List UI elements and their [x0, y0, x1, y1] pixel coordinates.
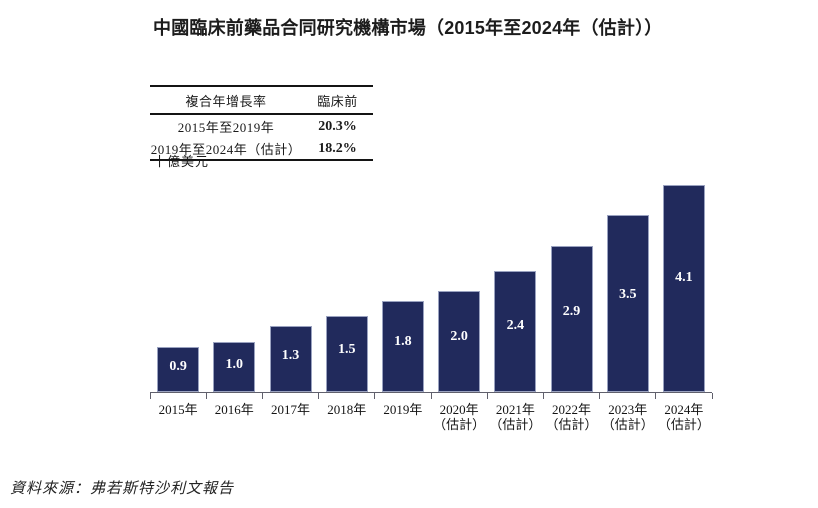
x-tick-label-line: （估計） [433, 417, 486, 432]
axis-tick [655, 393, 657, 399]
bar-value-label: 4.1 [675, 270, 693, 286]
x-tick-label: 2016年 [206, 402, 262, 432]
bar-value-label: 2.0 [450, 328, 468, 344]
x-tick-label: 2024年 （估計） [656, 402, 712, 432]
bar-slot: 0.9 [150, 347, 206, 392]
bar-value-label: 3.5 [618, 286, 637, 302]
bar-slot: 2.4 [487, 271, 543, 392]
x-tick-label: 2015年 [150, 402, 206, 432]
bar-value-label: 1.3 [281, 347, 300, 363]
x-tick-label-line: 2023年 [608, 402, 648, 417]
x-tick-label: 2020年 （估計） [431, 402, 487, 432]
cagr-value: 20.3% [318, 118, 357, 134]
cagr-table-header-metric: 複合年增長率 [185, 94, 267, 109]
bar-slot: 1.8 [375, 301, 431, 392]
bar-value-label: 1.5 [337, 342, 356, 358]
cagr-table-row: 2015年至2019年 20.3% [150, 115, 373, 137]
axis-tick [374, 393, 376, 399]
bar-slot: 1.3 [262, 326, 318, 392]
bar-value-label: 2.4 [506, 317, 525, 333]
cagr-table: 複合年增長率 臨床前 2015年至2019年 20.3% 2019年至2024年… [150, 85, 373, 161]
axis-tick [261, 393, 263, 399]
bar-value-label: 2.9 [562, 303, 581, 319]
bar-2016年: 1.0 [213, 342, 256, 392]
bar-2023年: 3.5 [606, 215, 649, 392]
bar-2019年: 1.8 [381, 301, 424, 392]
cagr-table-header-row: 複合年增長率 臨床前 [150, 87, 373, 115]
x-tick-label-line: 2017年 [271, 402, 311, 417]
x-tick-label: 2022年 （估計） [543, 402, 599, 432]
x-tick-label-line: 2024年 [664, 402, 704, 417]
x-tick-label-line: 2018年 [327, 402, 367, 417]
x-tick-label-line: 2015年 [158, 402, 198, 417]
axis-tick [486, 393, 488, 399]
cagr-value: 18.2% [318, 140, 357, 156]
bar-slot: 2.9 [543, 246, 599, 392]
y-axis-unit-label: 十億美元 [153, 154, 210, 169]
bar-2015年: 0.9 [157, 347, 200, 392]
chart-title: 中國臨床前藥品合同研究機構市場（2015年至2024年（估計）） [153, 18, 663, 38]
cagr-table-row: 2019年至2024年（估計） 18.2% [150, 137, 373, 159]
bar-slot: 1.5 [319, 316, 375, 392]
x-tick-label-line: （估計） [545, 417, 598, 432]
bar-2018年: 1.5 [325, 316, 368, 392]
x-tick-label: 2021年 （估計） [487, 402, 543, 432]
bar-value-label: 0.9 [169, 359, 187, 375]
cagr-table-header-segment: 臨床前 [317, 94, 358, 109]
x-tick-label: 2018年 [319, 402, 375, 432]
bar-2021年: 2.4 [494, 271, 537, 392]
x-tick-label: 2017年 [262, 402, 318, 432]
bar-2020年: 2.0 [438, 291, 481, 392]
axis-tick [711, 393, 713, 399]
cagr-period: 2015年至2019年 [177, 120, 275, 135]
x-tick-label-line: 2021年 [495, 402, 535, 417]
axis-tick [318, 393, 320, 399]
bar-slot: 1.0 [206, 342, 262, 392]
x-tick-label-line: （估計） [489, 417, 542, 432]
cagr-period: 2019年至2024年（估計） [150, 142, 302, 157]
x-tick-label: 2019年 [375, 402, 431, 432]
axis-tick [430, 393, 432, 399]
axis-ticks [149, 393, 713, 399]
axis-tick [599, 393, 601, 399]
bar-value-label: 1.8 [394, 334, 412, 350]
x-tick-label-line: （估計） [601, 417, 654, 432]
x-tick-label-line: 2022年 [552, 402, 592, 417]
x-tick-label: 2023年 （估計） [600, 402, 656, 432]
axis-tick [542, 393, 544, 399]
x-tick-label-line: 2020年 [439, 402, 479, 417]
axis-tick [205, 393, 207, 399]
axis-tick [149, 393, 151, 399]
bar-slot: 3.5 [600, 215, 656, 392]
x-labels-row: 2015年 2016年 2017年 2018年 2019年 2020年 （估計） 2021年（… [150, 402, 712, 432]
bar-2022年: 2.9 [550, 246, 593, 392]
bar-chart: 0.9 1.0 1.3 1.5 1.8 2.0 2.4 2.9 3.5 4.1 2015年 2016… [149, 180, 713, 432]
bar-2024年: 4.1 [662, 185, 705, 392]
bar-slot: 4.1 [656, 185, 712, 392]
x-tick-label-line: （估計） [657, 417, 710, 432]
x-tick-label-line: 2016年 [214, 402, 254, 417]
source-note: 資料來源：弗若斯特沙利文報告 [10, 481, 235, 497]
x-tick-label-line: 2019年 [383, 402, 423, 417]
bars-row: 0.9 1.0 1.3 1.5 1.8 2.0 2.4 2.9 3.5 4.1 [150, 180, 712, 393]
bar-value-label: 1.0 [225, 356, 244, 372]
bar-2017年: 1.3 [269, 326, 312, 392]
bar-slot: 2.0 [431, 291, 487, 392]
